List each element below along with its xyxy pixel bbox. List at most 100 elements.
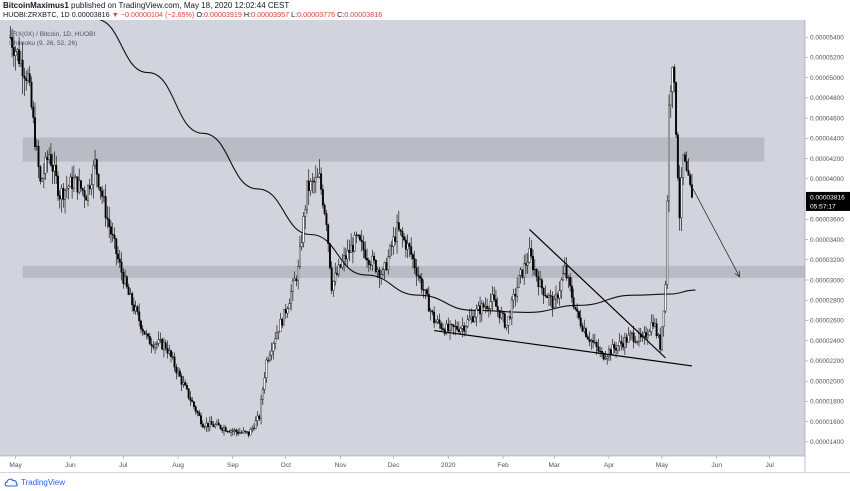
candle — [72, 165, 75, 193]
candle — [523, 254, 526, 286]
candle — [438, 313, 441, 329]
y-tick-label: 0.00001400 — [810, 439, 844, 446]
candle — [140, 319, 142, 334]
candle — [277, 331, 280, 340]
candle — [235, 428, 238, 437]
candle — [613, 341, 616, 354]
candle — [486, 298, 489, 313]
candle — [427, 286, 430, 312]
candle — [60, 184, 63, 213]
candle — [320, 167, 323, 195]
candle — [555, 285, 557, 307]
candle — [618, 333, 621, 352]
candle — [11, 28, 14, 58]
author-name[interactable]: BitcoinMaximus1 — [3, 1, 69, 10]
price-chart[interactable]: 0.00001400 0.00001600 0.00001800 0.00002000… — [0, 20, 850, 472]
chart-background — [0, 20, 850, 472]
candle — [466, 314, 469, 329]
candle — [226, 430, 229, 434]
trendline-1 — [434, 329, 693, 367]
candle — [390, 240, 393, 257]
candle — [95, 158, 98, 188]
candle — [25, 70, 28, 91]
tradingview-logo[interactable]: TradingView — [4, 476, 65, 488]
candle — [64, 188, 66, 214]
candle — [173, 352, 176, 372]
candle — [164, 339, 167, 351]
candle — [516, 277, 519, 303]
candle — [332, 280, 335, 298]
candle — [597, 338, 600, 354]
candle — [542, 287, 545, 304]
candle — [440, 321, 443, 333]
candle — [530, 239, 533, 259]
candle — [502, 310, 504, 323]
candle — [265, 357, 268, 383]
x-tick-label: Sep — [227, 462, 239, 469]
candles-layer — [9, 26, 693, 438]
time-axis[interactable] — [0, 456, 805, 472]
candle — [55, 155, 58, 185]
candle — [475, 304, 478, 327]
price-axis[interactable] — [805, 20, 850, 472]
legend-indicator: Ichimoku (9, 26, 52, 26) — [9, 40, 77, 47]
candle — [581, 322, 584, 333]
candle — [106, 205, 109, 229]
candle — [78, 168, 81, 195]
candle — [682, 154, 685, 186]
x-tick-label: Oct — [281, 462, 291, 469]
candle — [313, 176, 316, 194]
candle — [424, 289, 427, 300]
candle — [426, 287, 429, 296]
candle — [53, 151, 56, 185]
candle — [487, 305, 490, 318]
candle — [343, 247, 346, 272]
candle — [185, 382, 188, 391]
candle — [687, 158, 690, 176]
candle — [537, 270, 540, 296]
symbol-label: HUOBI:ZRXBTC, 1D — [3, 10, 70, 19]
candle — [115, 237, 118, 266]
candle — [676, 132, 679, 181]
candle — [193, 400, 195, 410]
candle — [634, 336, 637, 344]
candle — [655, 318, 658, 339]
y-tick-label: 0.00002000 — [810, 378, 844, 385]
candle — [127, 283, 130, 296]
candle — [162, 337, 165, 358]
candle — [110, 220, 112, 243]
candle — [447, 317, 450, 334]
candle — [307, 169, 310, 205]
candle — [434, 319, 437, 324]
candle — [316, 168, 319, 178]
candle — [599, 346, 602, 358]
candle — [337, 258, 340, 277]
candle — [85, 194, 88, 201]
candle — [463, 322, 466, 337]
candle — [249, 427, 252, 436]
candle — [671, 66, 674, 109]
y-tick-label: 0.00004600 — [810, 115, 844, 122]
candle — [514, 288, 517, 307]
candle — [496, 297, 499, 317]
candle — [74, 174, 77, 179]
candle — [339, 264, 342, 269]
candle — [328, 242, 331, 270]
candle — [630, 331, 633, 340]
y-tick-label: 0.00001600 — [810, 419, 844, 426]
candle — [574, 306, 577, 311]
candle — [396, 214, 399, 254]
candle — [604, 350, 607, 361]
candle — [505, 325, 508, 331]
candle — [311, 172, 314, 194]
candle — [37, 140, 40, 179]
candle — [408, 241, 411, 258]
candle — [383, 261, 386, 280]
candle — [41, 177, 44, 182]
candle — [659, 327, 662, 354]
candle — [429, 307, 432, 321]
open-label: O: — [196, 10, 204, 19]
candle — [381, 267, 384, 277]
legend-pair: ZRX(0X) / Bitcoin, 1D, HUOBI — [9, 31, 96, 38]
candle — [569, 273, 572, 292]
